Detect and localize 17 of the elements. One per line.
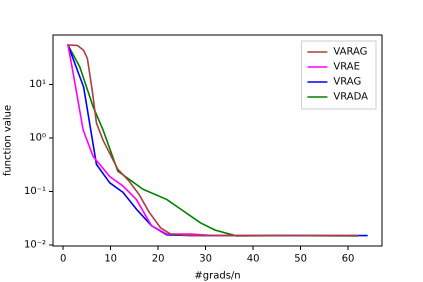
legend-label: VRAG — [333, 76, 362, 88]
y-tick-label: 10⁻¹ — [24, 186, 46, 198]
y-tick-label: 10⁰ — [29, 132, 46, 144]
x-tick-label: 10 — [104, 254, 118, 265]
x-tick-label: 20 — [152, 254, 165, 265]
x-tick-label: 30 — [199, 254, 212, 265]
x-tick-label: 60 — [342, 254, 354, 265]
legend-label: VRADA — [333, 92, 368, 103]
legend-label: VARAG — [333, 46, 368, 58]
x-axis-title: #grads/n — [194, 270, 241, 282]
y-tick-label: 10¹ — [29, 78, 46, 90]
legend-label: VRAE — [333, 62, 360, 73]
x-tick-label: 50 — [294, 254, 307, 265]
y-axis-title: function value — [2, 104, 14, 176]
y-tick-label: 10⁻² — [24, 240, 46, 251]
x-tick-label: 40 — [246, 254, 260, 265]
x-tick-label: 0 — [60, 254, 66, 265]
